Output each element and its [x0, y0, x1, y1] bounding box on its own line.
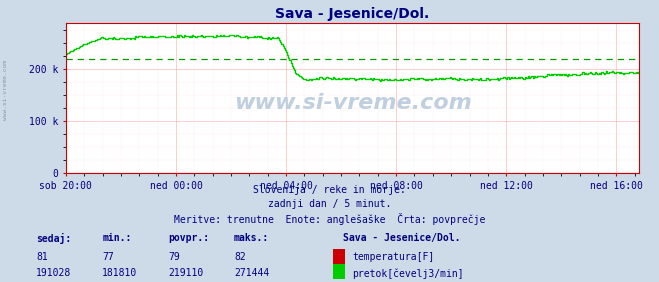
Text: sedaj:: sedaj: [36, 233, 71, 244]
Text: 79: 79 [168, 252, 180, 262]
Text: 271444: 271444 [234, 268, 269, 278]
Text: maks.:: maks.: [234, 233, 269, 243]
Text: zadnji dan / 5 minut.: zadnji dan / 5 minut. [268, 199, 391, 209]
Text: Meritve: trenutne  Enote: anglešaške  Črta: povprečje: Meritve: trenutne Enote: anglešaške Črta… [174, 213, 485, 225]
Title: Sava - Jesenice/Dol.: Sava - Jesenice/Dol. [275, 7, 430, 21]
Text: min.:: min.: [102, 233, 132, 243]
Text: Sava - Jesenice/Dol.: Sava - Jesenice/Dol. [343, 233, 460, 243]
Text: temperatura[F]: temperatura[F] [353, 252, 435, 262]
Text: pretok[čevelj3/min]: pretok[čevelj3/min] [353, 268, 464, 279]
Text: 181810: 181810 [102, 268, 137, 278]
Text: www.si-vreme.com: www.si-vreme.com [3, 60, 9, 120]
Text: 219110: 219110 [168, 268, 203, 278]
Text: povpr.:: povpr.: [168, 233, 209, 243]
Text: Slovenija / reke in morje.: Slovenija / reke in morje. [253, 185, 406, 195]
Text: www.si-vreme.com: www.si-vreme.com [234, 92, 471, 113]
Text: 82: 82 [234, 252, 246, 262]
Text: 81: 81 [36, 252, 48, 262]
Text: 77: 77 [102, 252, 114, 262]
Text: 191028: 191028 [36, 268, 71, 278]
